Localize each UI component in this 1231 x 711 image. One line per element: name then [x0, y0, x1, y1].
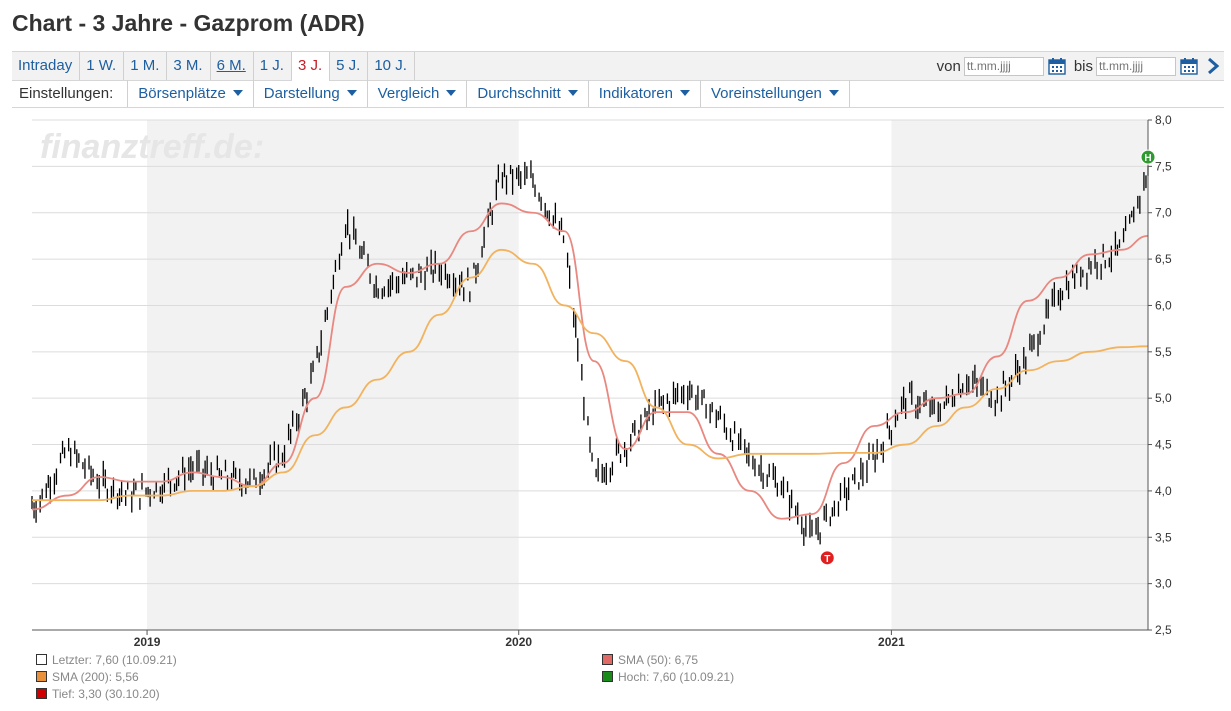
tab-7[interactable]: 5 J.	[330, 52, 369, 80]
settings-bar: Einstellungen: Börsenplätze Darstellung Ve…	[12, 80, 1224, 108]
tab-8[interactable]: 10 J.	[368, 52, 415, 80]
legend-text: Hoch: 7,60 (10.09.21)	[618, 670, 735, 684]
tab-1[interactable]: 1 W.	[80, 52, 125, 80]
legend-right: SMA (50): 6,75 Hoch: 7,60 (10.09.21)	[602, 652, 734, 686]
sma-line-0	[31, 202, 1149, 520]
settings-menu-5[interactable]: Voreinstellungen	[701, 80, 850, 107]
period-tabs: Intraday 1 W. 1 M. 3 M. 6 M. 1 J. 3 J. 5 J. 10 J…	[12, 52, 415, 81]
sma-line-1	[32, 248, 1149, 502]
caret-down-icon	[346, 90, 357, 96]
to-label: bis	[1073, 57, 1093, 75]
settings-menu-0[interactable]: Börsenplätze	[128, 80, 254, 107]
settings-menu-label: Durchschnitt	[477, 85, 561, 102]
calendar-icon[interactable]	[1180, 57, 1198, 75]
low-marker-label: T	[824, 554, 830, 565]
year-shade	[147, 120, 519, 630]
high-marker	[1140, 149, 1156, 165]
settings-menu-label: Voreinstellungen	[710, 85, 822, 102]
settings-menu-2[interactable]: Vergleich	[368, 80, 468, 107]
caret-down-icon	[828, 90, 839, 96]
legend-left: Letzter: 7,60 (10.09.21) SMA (200): 5,56 T…	[36, 652, 177, 703]
settings-menu-1[interactable]: Darstellung	[254, 80, 368, 107]
settings-label: Einstellungen:	[12, 80, 129, 107]
legend-swatch	[36, 654, 47, 665]
y-tick-label: 2,5	[1155, 623, 1172, 637]
x-tick-label: 2019	[134, 635, 161, 649]
to-date-input[interactable]	[1096, 56, 1176, 76]
x-tick-label: 2021	[878, 635, 905, 649]
caret-down-icon	[567, 90, 578, 96]
legend-item: SMA (50): 6,75	[602, 652, 734, 669]
legend-swatch	[602, 671, 613, 682]
high-marker-label: H	[1144, 153, 1151, 164]
legend-swatch	[602, 654, 613, 665]
legend-swatch	[36, 688, 47, 699]
y-tick-label: 8,0	[1155, 113, 1172, 127]
y-tick-label: 7,5	[1155, 159, 1172, 173]
y-tick-label: 3,5	[1155, 530, 1172, 544]
tab-3[interactable]: 3 M.	[167, 52, 211, 80]
y-tick-label: 5,0	[1155, 391, 1172, 405]
settings-menu-label: Börsenplätze	[138, 85, 226, 102]
tab-0[interactable]: Intraday	[12, 52, 81, 80]
y-tick-label: 6,0	[1155, 298, 1172, 312]
y-tick-label: 6,5	[1155, 252, 1172, 266]
page-title: Chart - 3 Jahre - Gazprom (ADR)	[12, 10, 365, 36]
y-tick-label: 3,0	[1155, 577, 1172, 591]
low-marker	[819, 550, 835, 566]
caret-down-icon	[232, 90, 243, 96]
price-chart: finanztreff.de: 8,0 7,5 7,0 6,5 6,0 5,5 5,0 4,5…	[31, 113, 1172, 649]
caret-down-icon	[679, 90, 690, 96]
tab-6[interactable]: 3 J.	[291, 52, 331, 81]
y-tick-label: 4,0	[1155, 484, 1172, 498]
settings-menu-label: Vergleich	[377, 85, 440, 102]
legend-text: SMA (50): 6,75	[618, 653, 699, 667]
y-tick-label: 5,5	[1155, 345, 1172, 359]
x-tick-label: 2020	[505, 635, 532, 649]
settings-menu-4[interactable]: Indikatoren	[589, 80, 701, 107]
tab-4[interactable]: 6 M.	[211, 52, 254, 80]
legend-text: SMA (200): 5,56	[52, 670, 139, 684]
tab-5[interactable]: 1 J.	[254, 52, 292, 80]
watermark: finanztreff.de:	[40, 128, 264, 166]
from-label: von	[936, 57, 961, 75]
from-date-input[interactable]	[963, 56, 1044, 76]
settings-menu-label: Darstellung	[263, 85, 340, 102]
period-tab-bar: Intraday 1 W. 1 M. 3 M. 6 M. 1 J. 3 J. 5 J. 10 J…	[12, 51, 1224, 81]
legend-text: Letzter: 7,60 (10.09.21)	[52, 653, 177, 667]
caret-down-icon	[446, 90, 457, 96]
legend-item: Letzter: 7,60 (10.09.21)	[36, 652, 177, 669]
calendar-icon[interactable]	[1048, 57, 1066, 75]
y-tick-label: 7,0	[1155, 206, 1172, 220]
y-tick-label: 4,5	[1155, 438, 1172, 452]
legend-text: Tief: 3,30 (30.10.20)	[52, 687, 160, 701]
tab-2[interactable]: 1 M.	[124, 52, 168, 80]
legend-item: SMA (200): 5,56	[36, 669, 177, 686]
settings-menu-3[interactable]: Durchschnitt	[467, 80, 589, 107]
settings-menu-label: Indikatoren	[598, 85, 673, 102]
legend-item: Hoch: 7,60 (10.09.21)	[602, 669, 734, 686]
chevron-right-icon[interactable]	[1206, 57, 1220, 75]
legend-item: Tief: 3,30 (30.10.20)	[36, 686, 177, 703]
legend-swatch	[36, 671, 47, 682]
date-range: von bis	[937, 52, 1220, 80]
